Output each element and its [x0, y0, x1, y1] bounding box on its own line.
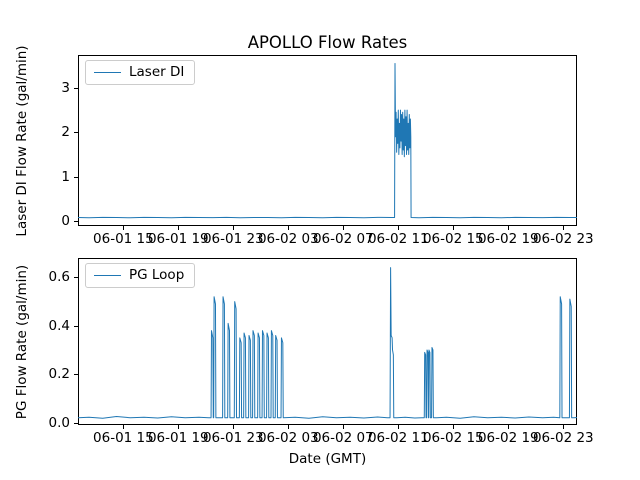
x-tick-mark: [398, 226, 400, 230]
legend-label: Laser DI: [129, 64, 185, 80]
x-tick-label: 06-02 23: [532, 231, 594, 247]
x-tick-label: 06-01 15: [93, 231, 154, 247]
x-tick-mark: [343, 226, 345, 230]
x-tick-label: 06-01 23: [202, 231, 264, 247]
y-tick-label: 0.2: [48, 366, 70, 383]
y-tick-label: 0.6: [48, 269, 70, 286]
x-tick-label: 06-02 19: [477, 231, 539, 247]
x-tick-mark: [123, 226, 125, 230]
x-tick-mark: [453, 425, 455, 429]
laser-di-subplot: Laser DI Flow Rate (gal/min) Laser DI 06…: [14, 45, 594, 247]
y-tick-mark: [74, 374, 78, 376]
x-tick-mark: [233, 425, 235, 429]
y-tick-label: 0.4: [48, 317, 70, 334]
x-tick-label: 06-01 15: [93, 430, 154, 446]
y-tick-mark: [74, 87, 78, 89]
y-tick-mark: [74, 277, 78, 279]
y-tick-label: 0: [61, 213, 70, 230]
x-tick-mark: [398, 425, 400, 429]
pg-loop-y-axis-label: PG Flow Rate (gal/min): [14, 264, 30, 419]
y-tick-label: 2: [61, 124, 70, 141]
pg-loop-legend: PG Loop: [85, 263, 196, 288]
y-tick-mark: [74, 325, 78, 327]
legend-line-sample: [94, 71, 121, 73]
x-tick-mark: [453, 226, 455, 230]
x-tick-label: 06-02 11: [367, 430, 429, 446]
x-tick-label: 06-02 03: [257, 231, 319, 247]
series-line-pg-loop: [77, 267, 578, 419]
x-tick-mark: [508, 425, 510, 429]
legend-label: PG Loop: [129, 267, 185, 283]
pg-loop-subplot: PG Flow Rate (gal/min) PG Loop 06-01 15 0…: [14, 258, 594, 446]
chart-title: APOLLO Flow Rates: [247, 33, 408, 52]
y-tick-mark: [74, 422, 78, 424]
y-tick-mark: [74, 221, 78, 223]
x-tick-mark: [508, 226, 510, 230]
x-tick-mark: [343, 425, 345, 429]
x-tick-label: 06-02 07: [312, 430, 374, 446]
laser-di-y-axis-label: Laser DI Flow Rate (gal/min): [14, 44, 30, 237]
pg-loop-axes: [77, 267, 578, 419]
y-tick-label: 0.0: [48, 414, 70, 431]
x-tick-mark: [563, 425, 565, 429]
legend-line-sample: [94, 274, 121, 276]
y-tick-label: 3: [61, 79, 70, 96]
x-tick-label: 06-02 03: [257, 430, 319, 446]
x-tick-mark: [288, 425, 290, 429]
x-tick-label: 06-01 19: [147, 231, 209, 247]
x-tick-mark: [288, 226, 290, 230]
x-tick-mark: [123, 425, 125, 429]
x-axis-label: Date (GMT): [288, 451, 367, 467]
x-tick-label: 06-02 15: [422, 231, 484, 247]
laser-di-legend: Laser DI: [85, 60, 196, 85]
y-tick-mark: [74, 176, 78, 178]
x-tick-label: 06-02 19: [477, 430, 539, 446]
x-tick-mark: [178, 425, 180, 429]
series-line-laser-di: [77, 62, 577, 219]
x-tick-mark: [178, 226, 180, 230]
x-tick-label: 06-02 15: [422, 430, 484, 446]
laser-di-axes: [77, 62, 577, 219]
x-tick-label: 06-02 07: [312, 231, 374, 247]
x-tick-mark: [563, 226, 565, 230]
x-tick-mark: [233, 226, 235, 230]
x-tick-label: 06-02 11: [367, 231, 429, 247]
x-tick-label: 06-01 23: [202, 430, 264, 446]
y-tick-label: 1: [61, 168, 70, 185]
y-tick-mark: [74, 132, 78, 134]
x-tick-label: 06-02 23: [532, 430, 594, 446]
x-tick-label: 06-01 19: [147, 430, 209, 446]
